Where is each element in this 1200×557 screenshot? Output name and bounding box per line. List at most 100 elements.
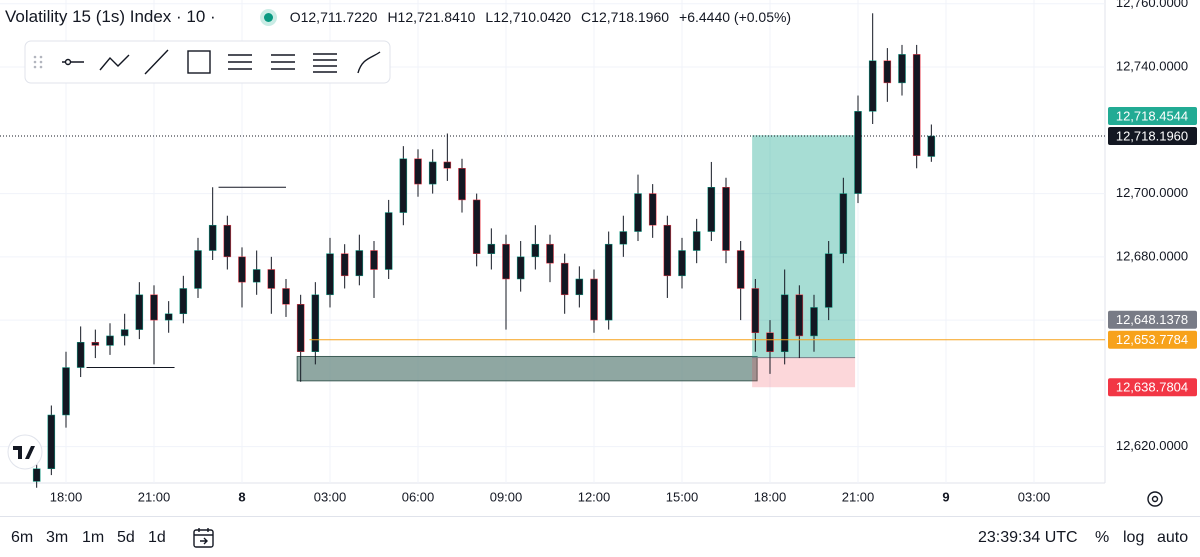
x-tick-label: 8 [238,489,245,504]
tool-curve[interactable] [357,51,381,74]
candle-body [223,224,232,258]
candle-body [531,243,540,258]
x-tick-label: 15:00 [666,489,699,504]
candle-body [164,313,173,321]
candle-body [751,288,760,334]
scale-option[interactable]: auto [1157,529,1189,546]
candle-body [912,54,921,156]
candle-body [516,256,525,280]
logo [7,434,43,470]
candle-body [795,294,804,337]
x-tick-label: 21:00 [138,489,171,504]
clock[interactable]: 23:39:34 UTC [978,529,1078,546]
candle-body [208,224,217,251]
position-target-area [752,135,856,358]
price-label: 12,648.1378 [1116,312,1188,327]
candle-body [868,60,877,112]
candle-body [76,341,85,368]
candle-body [355,250,364,277]
candle-body [810,307,818,337]
candle-body [414,158,422,185]
x-tick-label: 03:00 [314,489,347,504]
range-button[interactable]: 6m [11,529,34,546]
candle-body [326,253,334,296]
tool-rectangle[interactable] [187,50,211,74]
tool-trend-line[interactable] [144,49,169,75]
x-tick-label: 09:00 [490,489,523,504]
drag-handle [33,55,43,69]
toolbar-box [24,40,391,84]
status-dot [263,12,273,22]
candle-body [854,111,862,194]
tool-path[interactable] [99,54,130,71]
candle-body [399,158,408,213]
candle-body [722,187,730,251]
candle-body [120,329,129,337]
candle-body [663,224,672,277]
symbol-title[interactable]: Volatility 15 (1s) Index · 10 · [5,7,216,26]
candle-body [692,231,701,251]
candle-body [619,231,628,245]
price-label: 12,718.4544 [1116,108,1188,123]
price-label-box [1108,310,1197,329]
range-button[interactable]: 1m [82,529,105,546]
candle-body [648,193,657,226]
price-label: 12,653.7784 [1116,332,1188,347]
candle-body [546,243,554,264]
candle-body [267,269,276,289]
y-tick-label: 12,680.0000 [1116,248,1188,263]
candle-body [238,256,246,283]
tool-levels[interactable] [313,53,337,73]
ohlc-label: H12,721.8410 [387,9,476,25]
price-label: 12,638.7804 [1116,380,1188,395]
x-tick-label: 12:00 [578,489,611,504]
price-label: 12,718.1960 [1116,128,1188,143]
scale-option[interactable]: log [1123,529,1145,546]
price-label-box [1108,127,1197,146]
tool-fib-extension[interactable] [271,54,295,70]
candle-body [282,288,290,305]
settings-icon[interactable] [1147,491,1163,507]
candle-body [340,253,349,277]
x-tick-label: 9 [942,489,949,504]
range-button[interactable]: 1d [148,529,166,546]
ohlc-label: L12,710.0420 [485,9,572,25]
candle-body [62,367,70,416]
price-label-box [1108,378,1197,397]
candle-body [150,294,158,321]
chart: 12,760.0000 12,740.0000 12,700.0000 12,680.… [0,0,1197,507]
candle-body [502,243,510,280]
candle-body [736,250,745,289]
candle-body [443,161,452,169]
x-tick-label: 18:00 [754,489,787,504]
price-label-box [1108,107,1197,126]
candle-body [428,161,437,185]
candle-body [472,199,481,254]
x-tick-label: 03:00 [1018,489,1051,504]
drawing-toolbar [24,40,391,84]
candle-body [47,414,56,470]
candle-body [824,253,833,308]
ohlc-label: C12,718.1960 [581,9,670,25]
range-button[interactable]: 3m [46,529,69,546]
position-stop-area [752,357,856,388]
goto-date-icon[interactable] [192,526,216,550]
price-label-box [1108,330,1197,349]
candle-body [194,250,202,289]
candle-body [296,304,305,352]
candle-body [370,250,378,270]
candle-body [707,187,716,232]
candle-body [560,262,569,296]
range-button[interactable]: 5d [117,529,135,546]
candle-body [839,193,848,254]
scale-option[interactable]: % [1095,529,1110,546]
candle-body [604,243,613,321]
y-tick-label: 12,760.0000 [1116,0,1188,10]
legend-header: Volatility 15 (1s) Index · 10 · O12,711.… [5,7,801,27]
tool-fib[interactable] [228,54,252,70]
candle-body [32,468,41,482]
candle-body [487,243,496,254]
candle-body [311,294,320,352]
candle-body [106,335,114,346]
